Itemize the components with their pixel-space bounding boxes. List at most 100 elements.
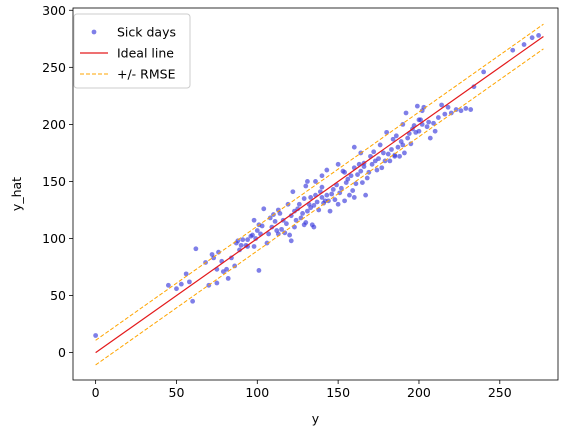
data-point (301, 222, 307, 228)
data-point (324, 167, 330, 173)
data-point (435, 115, 441, 120)
plot-area (93, 23, 544, 366)
data-point (250, 232, 255, 238)
data-point (403, 110, 409, 116)
data-point (379, 165, 385, 171)
data-point (288, 238, 294, 244)
data-point (314, 199, 320, 205)
data-point (225, 276, 231, 281)
data-point (269, 224, 275, 230)
data-point (427, 135, 433, 141)
data-point (324, 192, 330, 198)
data-point (327, 208, 333, 214)
data-point (381, 150, 386, 156)
rmse-upper-line (95, 23, 544, 341)
data-point (419, 108, 425, 114)
data-point (414, 103, 420, 109)
data-point (190, 298, 196, 304)
data-point (251, 244, 257, 249)
data-point (416, 117, 422, 123)
data-point (376, 156, 381, 162)
data-point (319, 184, 325, 190)
data-point (298, 215, 304, 221)
data-point (510, 47, 516, 53)
data-point (364, 175, 370, 181)
data-point (335, 161, 341, 167)
data-point (536, 32, 541, 38)
data-point (358, 168, 364, 174)
legend-box (73, 13, 191, 89)
data-point (279, 226, 284, 232)
data-point (266, 231, 272, 237)
data-point (355, 172, 360, 178)
data-point (481, 69, 487, 75)
data-point (238, 242, 244, 248)
data-point (426, 119, 432, 125)
data-point (385, 151, 391, 157)
data-point (369, 161, 375, 167)
y-tick-label: 50 (50, 288, 66, 303)
data-point (361, 164, 367, 170)
data-point (402, 150, 407, 156)
x-tick-label: 100 (245, 385, 269, 400)
data-point (397, 153, 402, 159)
data-point (267, 215, 273, 221)
data-point (311, 224, 317, 230)
data-point (303, 183, 309, 189)
data-point (393, 133, 399, 139)
plot-frame (72, 7, 559, 381)
data-point (384, 129, 390, 135)
data-point (284, 221, 289, 227)
y-tick-label: 250 (42, 60, 66, 75)
x-axis-title: y (312, 411, 320, 426)
data-point (193, 246, 199, 252)
data-point (458, 108, 464, 114)
data-point (439, 102, 444, 108)
data-point (282, 230, 288, 236)
data-point (390, 136, 396, 142)
data-point (424, 124, 430, 130)
data-point (165, 282, 171, 288)
y-tick-label: 0 (58, 345, 66, 360)
data-point (350, 188, 356, 193)
data-point (319, 173, 325, 179)
data-point (431, 120, 436, 126)
data-point (224, 266, 229, 272)
y-axis-title: y_hat (9, 177, 24, 211)
data-point (261, 206, 267, 212)
data-point (319, 195, 325, 200)
data-point (342, 198, 347, 204)
data-point (377, 142, 383, 148)
x-axis: 0 50 100 150 200 250 (92, 380, 512, 400)
x-tick-label: 0 (92, 385, 100, 400)
data-point (405, 135, 411, 141)
data-point (400, 142, 406, 148)
data-point (329, 191, 335, 197)
data-point (216, 249, 221, 255)
rmse-lower-line (95, 48, 544, 366)
data-point (521, 42, 527, 47)
legend-label-sick-days: Sick days (117, 25, 176, 40)
data-point (214, 280, 220, 286)
data-point (330, 187, 336, 192)
data-point (174, 286, 179, 292)
data-point (445, 104, 451, 110)
data-point (183, 271, 189, 277)
data-point (293, 217, 299, 223)
data-point (395, 144, 401, 150)
data-point (301, 196, 307, 201)
data-point (296, 201, 302, 207)
data-point (305, 208, 310, 214)
y-tick-label: 100 (42, 231, 66, 246)
data-point (178, 281, 184, 287)
ideal-line (95, 36, 544, 354)
data-point (416, 128, 422, 134)
data-point (351, 144, 357, 150)
x-tick-label: 50 (169, 385, 185, 400)
data-point (93, 333, 99, 338)
data-point (347, 192, 352, 198)
data-point (229, 255, 234, 261)
y-tick-label: 300 (42, 3, 66, 18)
data-point (374, 167, 380, 173)
